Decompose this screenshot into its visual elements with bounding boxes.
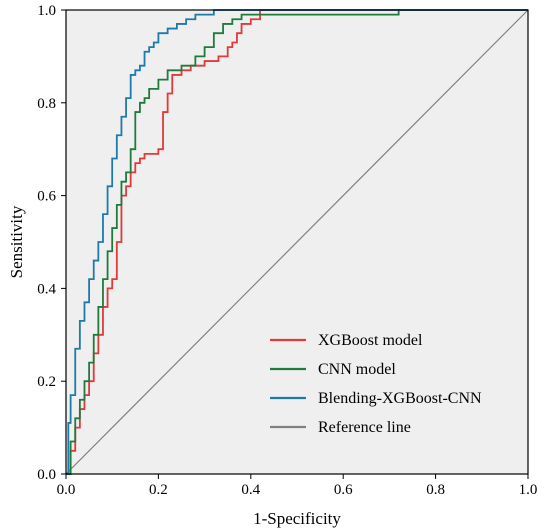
y-tick-label: 0.0	[37, 467, 56, 483]
y-tick-label: 0.8	[37, 96, 56, 112]
series-line-reference-line	[65, 9, 529, 475]
series-line-xgboost-model	[66, 9, 528, 475]
x-tick-label: 0.0	[57, 482, 76, 498]
series-line-cnn-model	[66, 9, 528, 475]
legend: XGBoost model CNN model Blending-XGBoost-C…	[270, 332, 482, 436]
legend-label: CNN model	[318, 361, 396, 378]
series-line-blending-xgboost-cnn	[66, 9, 528, 475]
y-axis: 0.0 0.2 0.4 0.6 0.8 1.0	[37, 3, 66, 483]
plot-frame	[65, 9, 529, 475]
y-axis-label: Sensitivity	[7, 205, 26, 278]
x-axis: 0.0 0.2 0.4 0.6 0.8 1.0	[57, 474, 538, 498]
x-tick-label: 0.4	[241, 482, 260, 498]
legend-label: Blending-XGBoost-CNN	[318, 390, 482, 407]
y-tick-label: 0.2	[37, 374, 56, 390]
y-tick-label: 0.4	[37, 281, 56, 297]
x-tick-label: 1.0	[519, 482, 538, 498]
y-tick-label: 1.0	[37, 3, 56, 19]
x-tick-label: 0.6	[334, 482, 353, 498]
x-tick-label: 0.2	[149, 482, 168, 498]
x-tick-label: 0.8	[426, 482, 445, 498]
plot-lines	[65, 9, 529, 475]
legend-label: Reference line	[318, 419, 411, 436]
x-axis-label: 1-Specificity	[253, 509, 341, 528]
legend-label: XGBoost model	[318, 332, 423, 349]
y-tick-label: 0.6	[37, 189, 56, 205]
